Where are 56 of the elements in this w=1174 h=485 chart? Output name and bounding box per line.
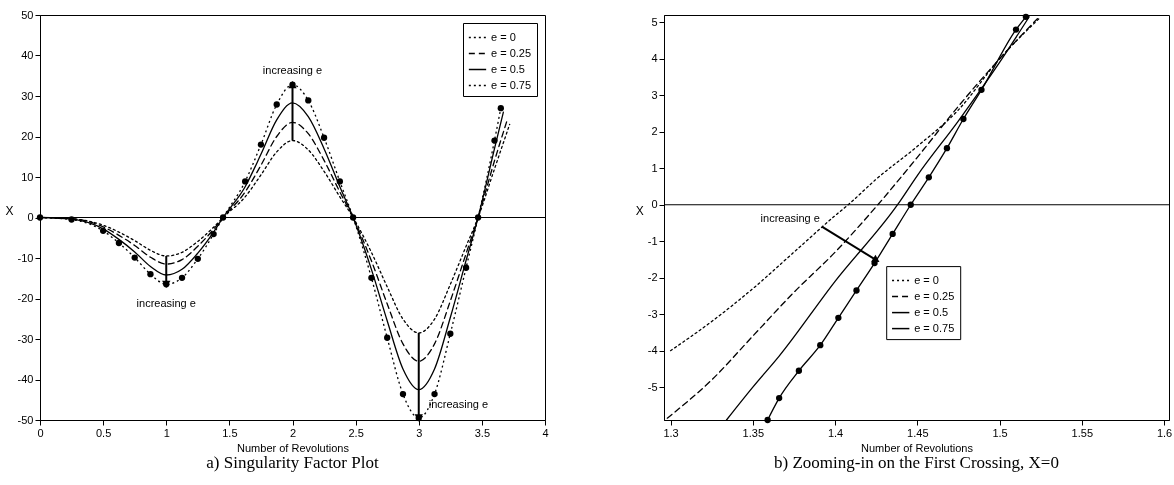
y-tick-label: -30 xyxy=(17,332,34,345)
y-tick-label: -2 xyxy=(647,271,658,284)
x-tick-label: 0.5 xyxy=(95,426,112,439)
legend-label: e = 0 xyxy=(914,273,939,286)
y-tick-label: 5 xyxy=(651,15,658,28)
y-tick-label: 4 xyxy=(651,52,658,65)
text: b) Zooming-in on the First Crossing, X=0 xyxy=(774,453,1059,472)
y-tick-label: -10 xyxy=(17,251,34,264)
x-tick-label: 1.55 xyxy=(1071,426,1094,439)
y-tick-label: 0 xyxy=(27,211,34,223)
x-tick-label: 1 xyxy=(163,426,170,439)
x-tick-label: 3 xyxy=(416,426,423,439)
y-tick-label: -3 xyxy=(647,307,658,320)
y-tick-label: 30 xyxy=(21,89,34,102)
annotation: increasing e xyxy=(428,397,489,410)
x-tick-label: 2.5 xyxy=(348,426,364,439)
annotation: increasing e xyxy=(136,297,196,310)
x-tick-label: 1.5 xyxy=(992,426,1008,439)
y-tick-label: 20 xyxy=(21,130,34,142)
legend-label: e = 0.5 xyxy=(914,305,949,318)
x-tick-label: 1.5 xyxy=(222,426,238,439)
legend-label: e = 0.25 xyxy=(491,46,532,59)
text: a) Singularity Factor Plot xyxy=(206,453,379,472)
y-tick-label: 3 xyxy=(651,88,658,101)
x-tick-label: 0 xyxy=(37,426,44,439)
legend-label: e = 0.75 xyxy=(914,321,955,334)
x-tick-label: 1.4 xyxy=(827,426,844,439)
y-tick-label: -50 xyxy=(17,413,34,426)
y-tick-label: -5 xyxy=(647,380,658,393)
legend-label: e = 0 xyxy=(491,30,516,43)
x-tick-label: 3.5 xyxy=(474,426,491,439)
y-axis-title: X xyxy=(5,204,14,218)
legend-label: e = 0.5 xyxy=(491,62,525,75)
y-tick-label: 40 xyxy=(21,49,34,61)
y-axis-title: X xyxy=(635,204,644,218)
x-tick-label: 1.35 xyxy=(742,426,765,439)
annotation: increasing e xyxy=(760,211,820,224)
y-tick-label: 2 xyxy=(651,125,658,138)
y-tick-label: 10 xyxy=(21,170,34,183)
y-tick-label: -4 xyxy=(647,344,658,357)
y-tick-label: 0 xyxy=(651,198,658,211)
x-tick-label: 1.3 xyxy=(663,426,679,439)
legend-label: e = 0.75 xyxy=(491,78,532,91)
x-tick-label: 1.45 xyxy=(907,426,929,439)
legend-label: e = 0.25 xyxy=(914,289,955,302)
y-tick-label: 50 xyxy=(21,8,34,21)
y-tick-label: -40 xyxy=(17,373,34,385)
y-tick-label: -1 xyxy=(647,234,658,247)
x-tick-label: 1.6 xyxy=(1156,426,1173,439)
annotation: increasing e xyxy=(262,63,323,76)
x-axis-title: Number of Revolutions xyxy=(861,441,974,454)
x-tick-label: 4 xyxy=(542,426,549,439)
y-tick-label: 1 xyxy=(651,161,658,174)
x-tick-label: 2 xyxy=(289,426,297,439)
y-tick-label: -20 xyxy=(17,292,34,304)
x-axis-title: Number of Revolutions xyxy=(237,441,350,454)
